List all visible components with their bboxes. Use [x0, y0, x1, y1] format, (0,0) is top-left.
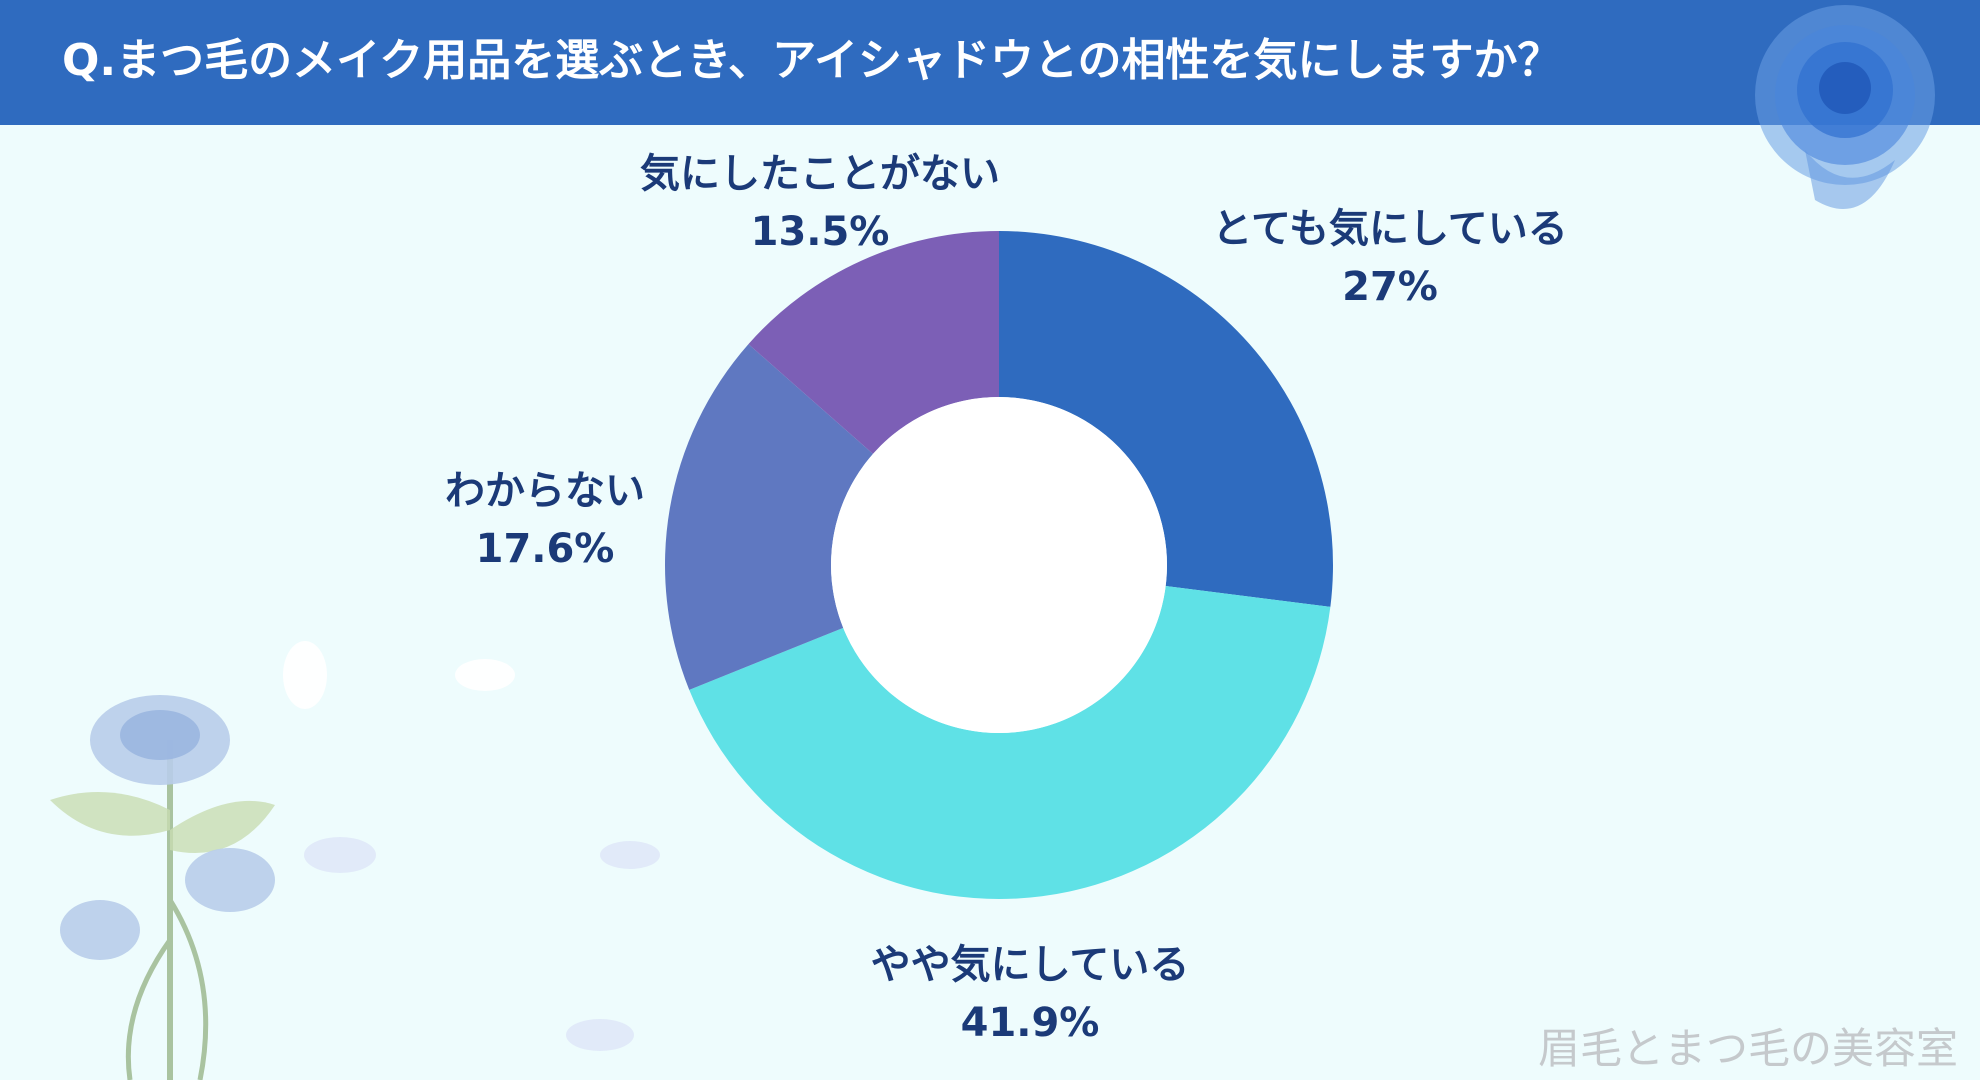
category-label: 気にしたことがない: [640, 151, 1000, 197]
donut-slice-3: [664, 344, 873, 690]
rose-decoration-icon: [1755, 5, 1935, 209]
value-label: 27%: [1342, 264, 1438, 310]
donut-hole: [831, 397, 1167, 733]
donut-slice-4: [748, 231, 999, 454]
category-label: わからない: [445, 468, 645, 514]
value-label: 13.5%: [750, 209, 890, 255]
watermark: 眉毛とまつ毛の美容室: [1537, 1024, 1958, 1073]
value-label: 41.9%: [960, 1000, 1100, 1046]
slice-label-3: わからない 17.6%: [380, 462, 710, 578]
flower-stem-decoration-icon: [50, 695, 275, 1080]
title-banner: Q.まつ毛のメイク用品を選ぶとき、アイシャドウとの相性を気にしますか？: [0, 0, 1980, 125]
slice-label-2: やや気にしている 41.9%: [830, 936, 1230, 1052]
slice-label-4: 気にしたことがない 13.5%: [600, 145, 1040, 261]
petals-decoration-icon: [283, 641, 660, 1051]
value-label: 17.6%: [475, 526, 615, 572]
donut-slice-2: [689, 586, 1331, 900]
chart-title: Q.まつ毛のメイク用品を選ぶとき、アイシャドウとの相性を気にしますか？: [62, 35, 1562, 86]
donut-slice-1: [999, 231, 1333, 607]
slice-label-1: とても気にしている 27%: [1190, 200, 1590, 316]
category-label: やや気にしている: [870, 942, 1190, 988]
category-label: とても気にしている: [1212, 206, 1568, 252]
